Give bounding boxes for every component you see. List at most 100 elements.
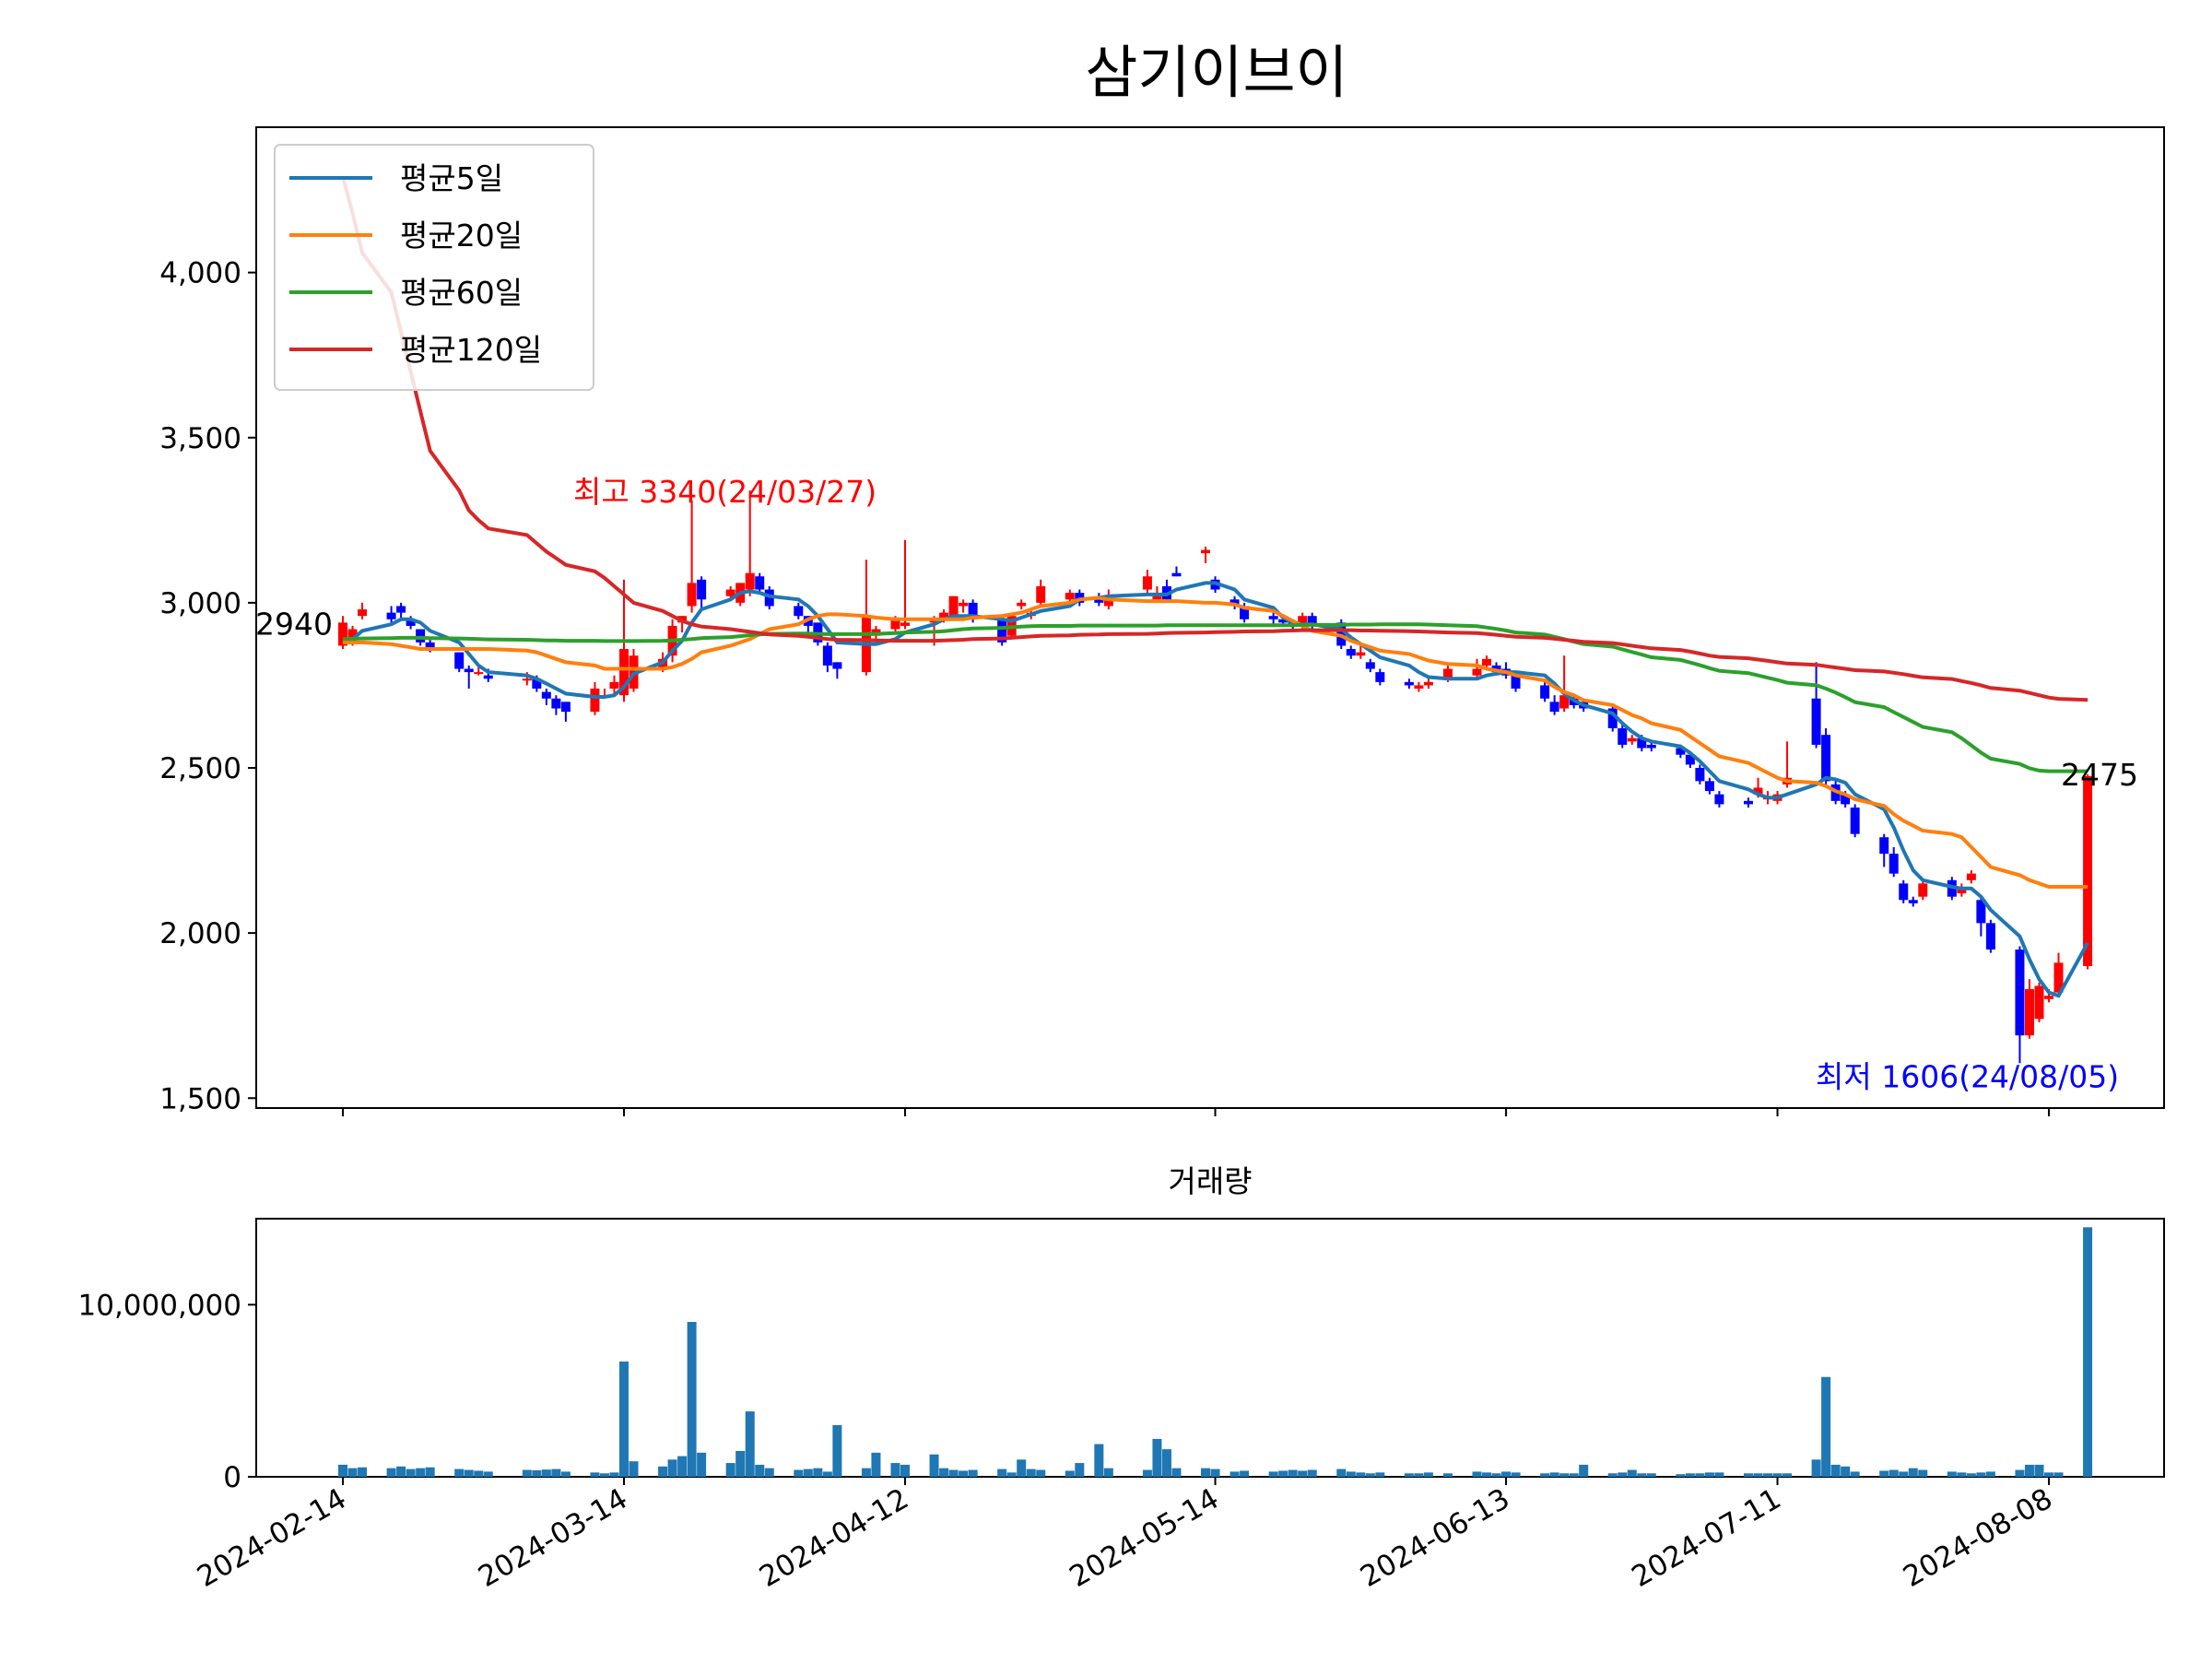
- volume-bar: [347, 1468, 358, 1477]
- volume-bar: [1240, 1470, 1250, 1477]
- candle-body: [939, 612, 949, 619]
- volume-bar: [386, 1468, 396, 1477]
- volume-bar: [2015, 1469, 2025, 1477]
- volume-bar: [1472, 1471, 1482, 1477]
- candle-body: [1017, 602, 1027, 607]
- volume-bar: [832, 1425, 842, 1477]
- volume-bar: [1268, 1471, 1278, 1477]
- volume-bar: [1607, 1473, 1618, 1477]
- price-y-tick-label: 2,000: [159, 917, 241, 950]
- volume-bar: [358, 1467, 368, 1477]
- volume-bar: [1442, 1473, 1453, 1477]
- volume-bar: [1375, 1472, 1385, 1477]
- volume-bar: [1685, 1473, 1695, 1477]
- candle-body: [1985, 923, 1995, 950]
- candle-body: [1307, 616, 1317, 626]
- volume-bar: [1879, 1470, 1889, 1477]
- candle-body: [1094, 599, 1104, 603]
- candle-body: [522, 678, 532, 681]
- volume-bar: [929, 1454, 939, 1477]
- volume-bar: [1161, 1449, 1171, 1477]
- candle-body: [1821, 735, 1831, 782]
- volume-bar: [1501, 1471, 1512, 1477]
- candle-body: [1607, 708, 1618, 729]
- volume-bar: [2083, 1227, 2093, 1477]
- volume-bar: [1888, 1469, 1899, 1477]
- volume-bar: [1743, 1473, 1753, 1477]
- candle-body: [1811, 698, 1821, 745]
- volume-bar: [1579, 1464, 1589, 1477]
- volume-y-tick-label: 0: [223, 1461, 241, 1494]
- volume-bar: [590, 1472, 600, 1477]
- volume-bar: [1356, 1472, 1366, 1477]
- moving-average-line-ma20: [343, 596, 2088, 889]
- volume-bar: [541, 1469, 551, 1477]
- volume-y-tick-label: 10,000,000: [78, 1289, 242, 1322]
- volume-bar: [794, 1469, 804, 1477]
- candle-body: [541, 691, 551, 699]
- volume-title: 거래량: [1168, 1163, 1252, 1199]
- volume-bar: [1676, 1474, 1686, 1477]
- volume-bar: [551, 1468, 561, 1477]
- volume-bar: [1307, 1469, 1317, 1477]
- volume-bar: [396, 1466, 406, 1477]
- volume-bar: [1482, 1472, 1492, 1477]
- candle-body: [1743, 800, 1753, 805]
- candle-body: [725, 589, 735, 596]
- volume-bar: [1491, 1473, 1501, 1477]
- volume-bar: [803, 1468, 813, 1477]
- volume-bar: [1957, 1472, 1967, 1477]
- volume-bar: [1637, 1473, 1647, 1477]
- candle-body: [745, 572, 755, 590]
- volume-bar: [483, 1471, 493, 1477]
- volume-bar: [764, 1468, 774, 1477]
- date-tick-label: 2024-03-14: [473, 1482, 633, 1594]
- candle-body: [1841, 794, 1851, 805]
- end-price-annotation: 2475: [2061, 757, 2138, 793]
- legend-label-ma5: 평균5일: [400, 160, 503, 196]
- date-tick-label: 2024-05-14: [1065, 1482, 1225, 1594]
- candle-body: [1646, 744, 1656, 749]
- candle-body: [1482, 658, 1492, 666]
- volume-bar: [658, 1466, 668, 1477]
- candle-body: [1442, 668, 1453, 679]
- volume-bar: [1947, 1471, 1957, 1477]
- volume-bar: [697, 1452, 707, 1477]
- volume-plot-frame: [255, 1218, 2165, 1478]
- volume-bar: [2024, 1464, 2034, 1477]
- candle-body: [687, 583, 697, 607]
- volume-bar: [1152, 1438, 1162, 1477]
- volume-bar: [599, 1473, 609, 1477]
- volume-bar: [1103, 1468, 1113, 1477]
- volume-bar: [1559, 1473, 1570, 1477]
- volume-bar: [1627, 1469, 1637, 1477]
- max-price-annotation: 최고 3340(24/03/27): [573, 474, 877, 510]
- candle-body: [1618, 728, 1628, 745]
- volume-bar: [1336, 1468, 1347, 1477]
- volume-bar: [1753, 1473, 1763, 1477]
- candle-body: [1356, 652, 1366, 656]
- candle-body: [358, 609, 368, 617]
- volume-bar: [959, 1470, 969, 1477]
- candle-body: [1346, 649, 1356, 656]
- candle-body: [2044, 996, 2053, 999]
- volume-bar: [1511, 1472, 1521, 1477]
- candle-body: [1240, 606, 1250, 619]
- volume-bar: [1075, 1463, 1085, 1477]
- date-tick-label: 2024-08-08: [1898, 1482, 2058, 1594]
- volume-bar: [997, 1468, 1007, 1477]
- volume-bar: [532, 1469, 542, 1477]
- volume-bar: [1841, 1466, 1851, 1477]
- volume-bar: [822, 1471, 832, 1477]
- volume-bar: [522, 1469, 532, 1477]
- price-y-tick-label: 3,500: [159, 422, 241, 455]
- volume-bar: [1171, 1468, 1182, 1477]
- volume-bar: [1830, 1464, 1841, 1477]
- candle-body: [1888, 854, 1899, 874]
- volume-bar: [2053, 1472, 2064, 1477]
- candle-body: [425, 642, 435, 650]
- candle-body: [2053, 962, 2064, 993]
- date-tick-label: 2024-04-12: [754, 1482, 914, 1594]
- candle-body: [794, 606, 804, 617]
- volume-bar: [1026, 1468, 1036, 1477]
